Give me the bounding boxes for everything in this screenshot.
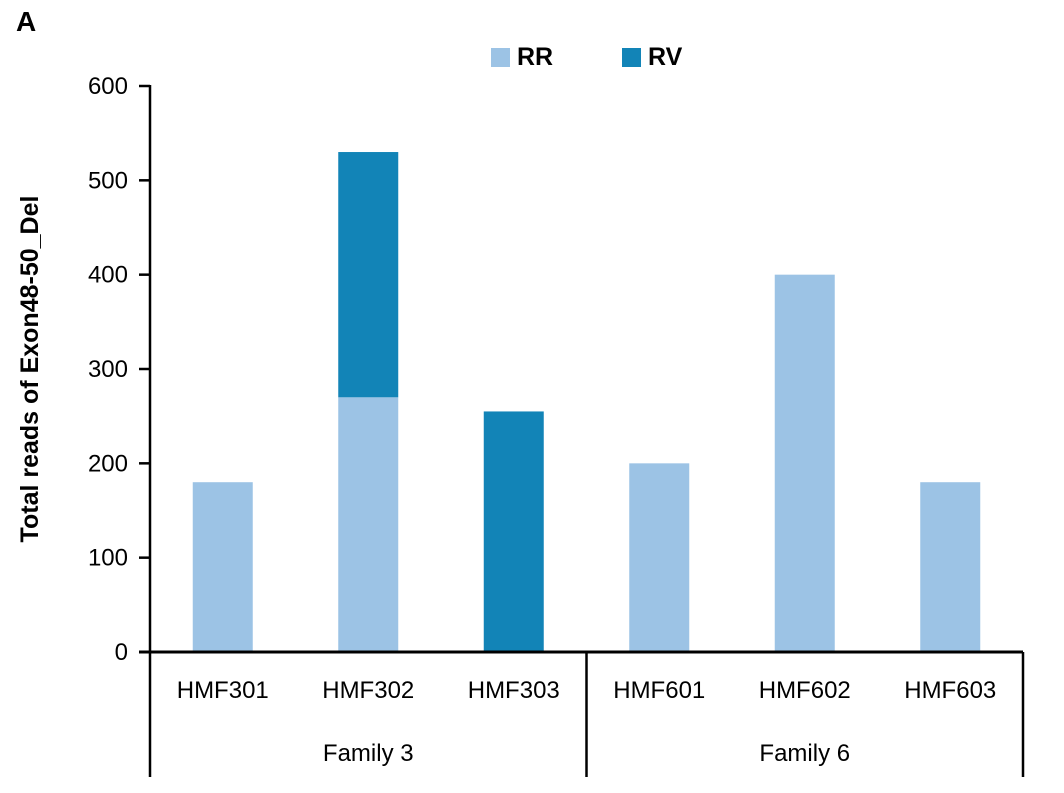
y-tick-label: 500 xyxy=(88,167,128,194)
bar-segment-RR-HMF603 xyxy=(920,482,981,652)
legend-swatch-RR xyxy=(491,48,510,67)
x-category-label-HMF602: HMF602 xyxy=(759,677,851,704)
x-group-label: Family 6 xyxy=(759,740,850,767)
x-group-label: Family 3 xyxy=(323,740,414,767)
x-category-label-HMF301: HMF301 xyxy=(177,677,269,704)
bar-segment-RR-HMF301 xyxy=(192,482,253,652)
y-tick-label: 300 xyxy=(88,356,128,383)
y-tick-label: 100 xyxy=(88,545,128,572)
y-tick-label: 0 xyxy=(115,639,128,666)
bar-segment-RR-HMF602 xyxy=(774,274,835,652)
legend-label-RR: RR xyxy=(517,43,553,71)
y-tick-label: 600 xyxy=(88,73,128,100)
y-tick-label: 200 xyxy=(88,450,128,477)
x-category-label-HMF601: HMF601 xyxy=(613,677,705,704)
bar-segment-RR-HMF302 xyxy=(338,397,399,652)
x-category-label-HMF303: HMF303 xyxy=(468,677,560,704)
legend-swatch-RV xyxy=(622,48,641,67)
bar-segment-RV-HMF303 xyxy=(483,411,544,652)
legend-label-RV: RV xyxy=(648,43,683,71)
x-category-label-HMF603: HMF603 xyxy=(904,677,996,704)
y-axis-title: Total reads of Exon48-50_Del xyxy=(16,196,44,543)
panel-label: A xyxy=(16,6,37,37)
y-tick-label: 400 xyxy=(88,262,128,289)
x-category-label-HMF302: HMF302 xyxy=(322,677,414,704)
bar-segment-RR-HMF601 xyxy=(629,463,690,652)
bar-segment-RV-HMF302 xyxy=(338,152,399,398)
